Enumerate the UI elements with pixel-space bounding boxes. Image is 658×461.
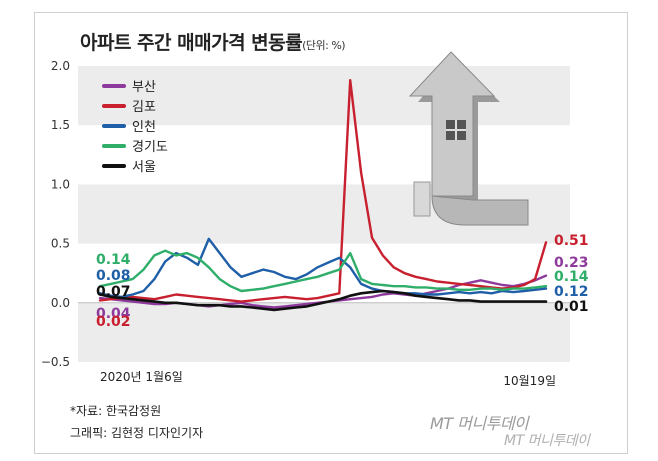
end-value-label: 0.14 [554, 269, 589, 285]
chart-title-text: 아파트 주간 매매가격 변동률 [80, 32, 303, 54]
series-line-경기도 [98, 249, 548, 293]
y-tick-label: 0.0 [51, 296, 70, 310]
grid-band [78, 302, 570, 362]
legend-label: 서울 [132, 160, 156, 175]
watermark-logo-secondary: MT 머니투데이 [504, 433, 590, 449]
y-axis-ticks: 2.0 1.5 1.0 0.5 0.0 −0.5 [41, 59, 70, 369]
start-value-label: 0.07 [96, 284, 131, 300]
series-lines [98, 78, 548, 312]
end-value-label: 0.01 [554, 299, 589, 315]
watermark-logo: MT 머니투데이 [430, 414, 529, 433]
end-value-label: 0.12 [554, 284, 589, 300]
end-value-label: 0.51 [554, 233, 589, 249]
house-base-curve [431, 195, 529, 226]
data-labels: 0.040.230.020.510.080.120.140.140.070.01 [96, 233, 589, 330]
y-tick-label: 0.5 [51, 237, 70, 251]
y-tick-label: 1.0 [51, 177, 70, 191]
legend-label: 부산 [132, 80, 156, 95]
source-note: *자료: 한국감정원 [70, 404, 162, 418]
house-chimney-block [413, 181, 431, 217]
y-tick-label: −0.5 [41, 355, 70, 369]
start-value-label: 0.02 [96, 314, 131, 330]
start-value-label: 0.04 [96, 306, 131, 322]
series-line-서울 [98, 289, 548, 312]
graphic-credit: 그래픽: 김현정 디자인기자 [70, 426, 204, 440]
x-label-start: 2020년 1월6일 [100, 370, 183, 384]
series-line-김포 [98, 78, 548, 303]
legend-label: 경기도 [132, 140, 168, 155]
house-arrow-illustration [408, 51, 529, 226]
legend-label: 인천 [132, 120, 156, 135]
grid-band [78, 66, 570, 126]
chart-title: 아파트 주간 매매가격 변동률(단위: %) [80, 28, 346, 55]
chart-unit: (단위: %) [302, 39, 346, 52]
end-value-label: 0.23 [554, 255, 589, 271]
start-value-label: 0.14 [96, 252, 131, 268]
start-value-label: 0.08 [96, 268, 131, 284]
y-tick-label: 2.0 [51, 59, 70, 73]
y-tick-label: 1.5 [51, 118, 70, 132]
legend-label: 김포 [132, 100, 156, 115]
x-axis-labels: 2020년 1월6일 10월19일 [100, 370, 556, 388]
x-label-end: 10월19일 [503, 374, 556, 388]
